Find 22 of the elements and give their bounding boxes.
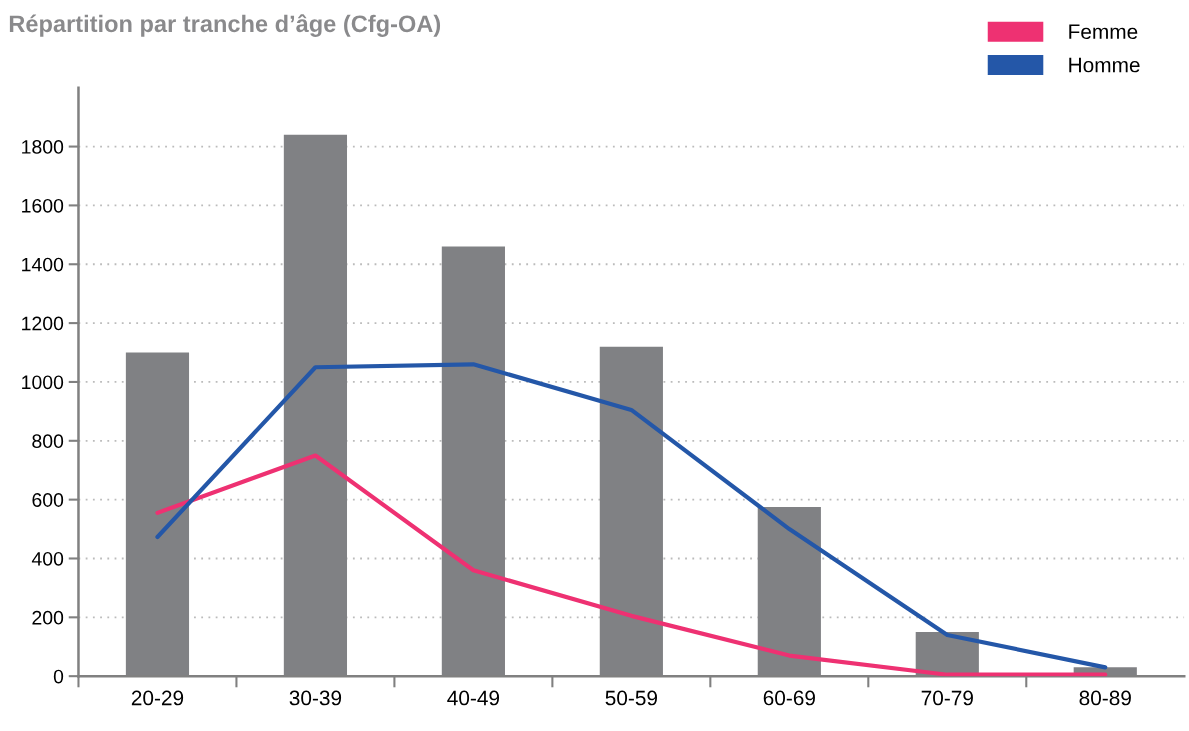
y-tick-label: 200 xyxy=(32,610,64,625)
chart-title: Répartition par tranche d’âge (Cfg-OA) xyxy=(9,14,441,37)
line-series xyxy=(155,453,1108,677)
x-tick-label: 20-29 xyxy=(131,690,184,706)
y-tick-label: 1400 xyxy=(22,257,64,272)
y-tick-label: 1600 xyxy=(22,198,64,213)
y-tick-label: 1200 xyxy=(22,316,64,331)
y-tick-label: 1800 xyxy=(22,140,64,154)
x-tick-label: 60-69 xyxy=(763,690,815,706)
y-tick-label: 0 xyxy=(53,669,64,684)
y-tick-label: 600 xyxy=(32,493,64,507)
y-tick-label: 1000 xyxy=(22,375,64,390)
x-tick-label: 40-49 xyxy=(447,690,500,706)
x-tick-label: 70-79 xyxy=(921,690,973,706)
legend-label: Homme xyxy=(1069,57,1140,73)
x-tick-label: 50-59 xyxy=(605,690,658,706)
y-tick-label: 800 xyxy=(32,434,64,449)
y-tick-label: 400 xyxy=(31,551,64,566)
x-tick-label: 30-39 xyxy=(289,690,342,706)
x-tick-label: 80-89 xyxy=(1079,690,1131,706)
legend-label: Femme xyxy=(1069,24,1138,40)
line-series xyxy=(155,362,1108,670)
